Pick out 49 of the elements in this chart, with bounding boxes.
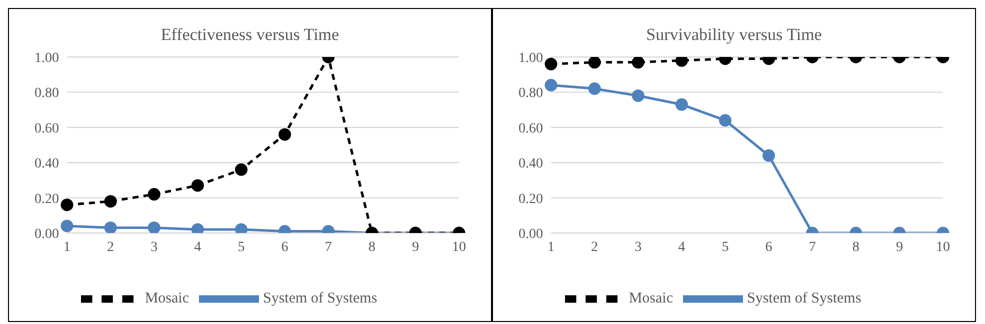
legend-label: Mosaic xyxy=(628,290,673,306)
y-tick-label: 0.40 xyxy=(518,156,543,172)
legend-label: System of Systems xyxy=(746,290,862,306)
x-tick-label: 5 xyxy=(238,240,245,255)
x-tick-label: 7 xyxy=(324,240,332,255)
y-tick-label: 0.20 xyxy=(34,192,59,207)
y-tick-label: 0.00 xyxy=(518,226,543,242)
x-tick-label: 10 xyxy=(452,240,466,255)
chart-title: Effectiveness versus Time xyxy=(160,25,340,46)
y-tick-label: 0.00 xyxy=(34,226,59,242)
y-tick-label: 0.60 xyxy=(518,121,543,136)
y-tick-label: 0.40 xyxy=(34,156,59,172)
y-tick-label: 1.00 xyxy=(34,50,59,66)
point xyxy=(191,179,204,192)
x-tick-label: 2 xyxy=(107,240,114,255)
x-tick-label: 9 xyxy=(896,240,903,255)
point xyxy=(234,223,248,233)
point xyxy=(60,198,74,212)
x-tick-label: 7 xyxy=(808,240,816,255)
x-tick-label: 5 xyxy=(722,240,729,255)
x-tick-label: 8 xyxy=(368,240,376,255)
x-tick-label: 9 xyxy=(412,240,419,255)
x-tick-label: 4 xyxy=(194,240,202,255)
point xyxy=(148,221,160,233)
legend-label: Mosaic xyxy=(144,290,189,306)
x-tick-label: 8 xyxy=(852,240,860,255)
x-tick-label: 1 xyxy=(64,240,70,255)
point xyxy=(234,163,248,176)
point xyxy=(60,220,74,232)
x-tick-label: 3 xyxy=(634,240,642,255)
y-tick-label: 0.80 xyxy=(34,86,59,102)
point xyxy=(191,223,204,233)
y-tick-label: 1.00 xyxy=(518,50,543,66)
x-tick-label: 4 xyxy=(678,240,686,255)
y-tick-label: 0.80 xyxy=(518,86,543,102)
point xyxy=(104,195,117,208)
x-tick-label: 10 xyxy=(936,240,950,255)
x-tick-label: 2 xyxy=(591,240,598,255)
x-tick-label: 6 xyxy=(281,240,288,255)
y-tick-label: 0.60 xyxy=(34,121,59,136)
chart-title: Survivability versus Time xyxy=(645,25,823,46)
point xyxy=(148,188,160,201)
legend-label: System of Systems xyxy=(262,290,378,306)
x-tick-label: 3 xyxy=(150,240,158,255)
point xyxy=(104,221,117,233)
point xyxy=(278,128,292,141)
x-tick-label: 6 xyxy=(765,240,772,255)
y-tick-label: 0.20 xyxy=(518,192,543,207)
x-tick-label: 1 xyxy=(548,240,554,255)
